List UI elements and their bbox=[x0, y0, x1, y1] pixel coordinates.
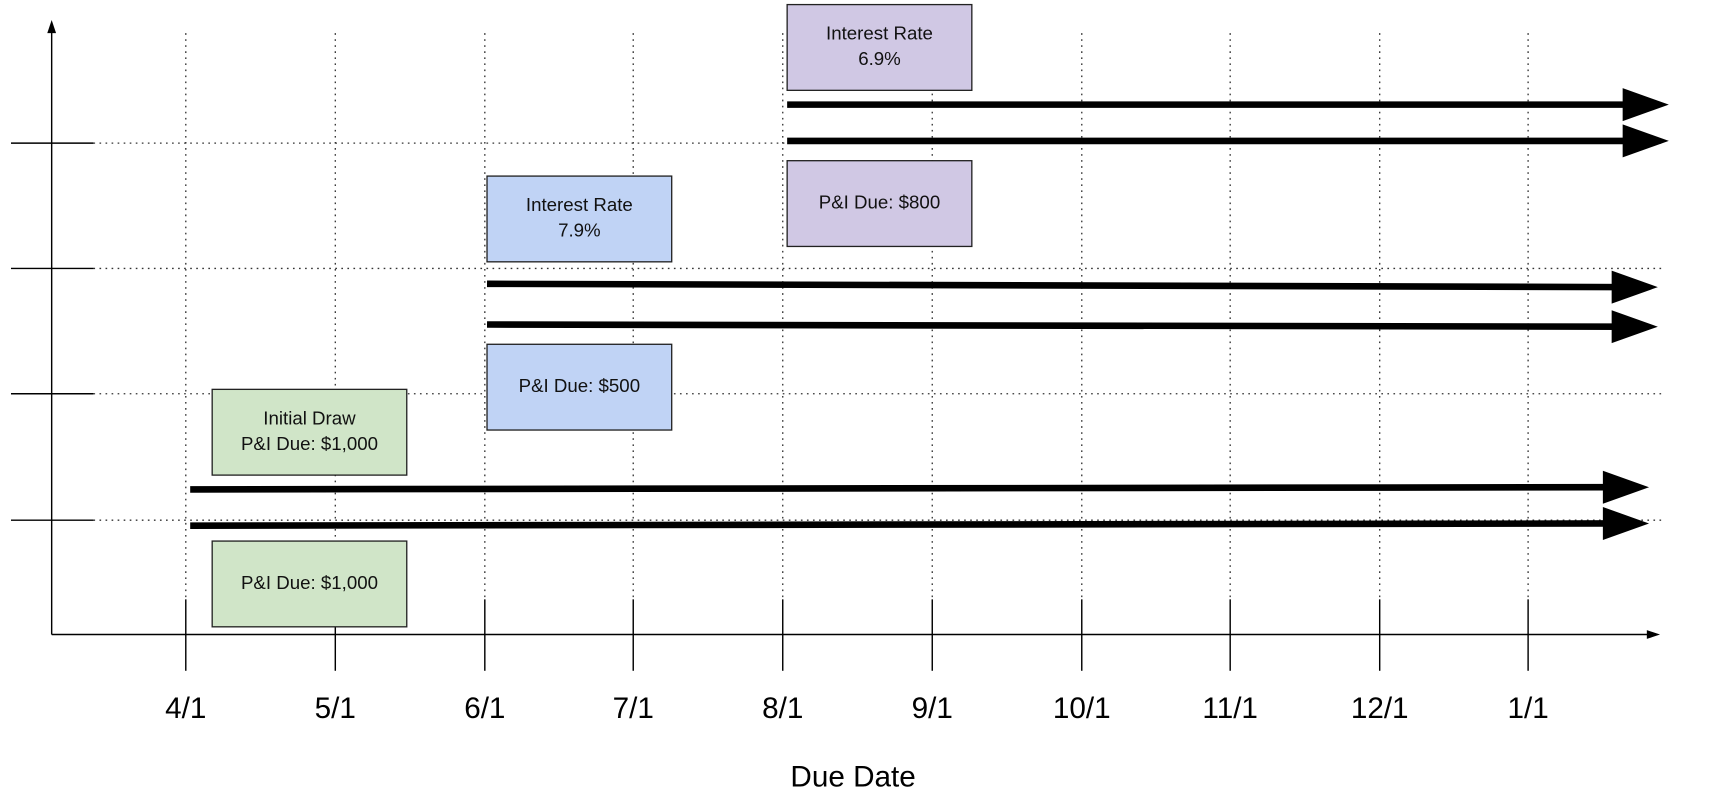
arrow bbox=[487, 321, 1625, 330]
x-label: 6/1 bbox=[464, 692, 505, 725]
axis-title: Due Date bbox=[790, 760, 915, 793]
x-label: 11/1 bbox=[1202, 692, 1258, 725]
x-label: 7/1 bbox=[613, 692, 654, 725]
box bbox=[211, 540, 408, 628]
box-text: 6.9% bbox=[858, 48, 901, 69]
axes bbox=[47, 19, 1661, 639]
arrow bbox=[190, 483, 1617, 493]
box-text: Initial Draw bbox=[263, 408, 356, 429]
arrow-head bbox=[1622, 124, 1669, 158]
box bbox=[786, 160, 973, 248]
box bbox=[486, 343, 673, 431]
arrow-head bbox=[1611, 310, 1658, 344]
box bbox=[211, 388, 408, 476]
box-text: 7.9% bbox=[558, 220, 601, 241]
box bbox=[486, 175, 673, 263]
box-text: P&I Due: $500 bbox=[519, 375, 640, 396]
box-text: P&I Due: $1,000 bbox=[241, 433, 378, 454]
box-text: Interest Rate bbox=[526, 194, 633, 215]
box bbox=[786, 3, 973, 91]
arrow bbox=[190, 520, 1617, 529]
x-label: 12/1 bbox=[1351, 692, 1409, 725]
x-label: 1/1 bbox=[1507, 692, 1548, 725]
arrow-head bbox=[1602, 506, 1650, 540]
x-label: 8/1 bbox=[762, 692, 803, 725]
x-label: 9/1 bbox=[912, 692, 953, 725]
box-text: P&I Due: $1,000 bbox=[241, 572, 378, 593]
arrow-head bbox=[1611, 270, 1658, 304]
x-label: 4/1 bbox=[165, 692, 206, 725]
box-text: Interest Rate bbox=[826, 23, 933, 44]
x-label: 5/1 bbox=[315, 692, 356, 725]
arrow-head bbox=[1622, 88, 1669, 122]
arrow-head bbox=[1602, 470, 1650, 504]
box-text: P&I Due: $800 bbox=[819, 192, 940, 213]
x-label: 10/1 bbox=[1053, 692, 1111, 725]
arrow bbox=[487, 280, 1625, 291]
